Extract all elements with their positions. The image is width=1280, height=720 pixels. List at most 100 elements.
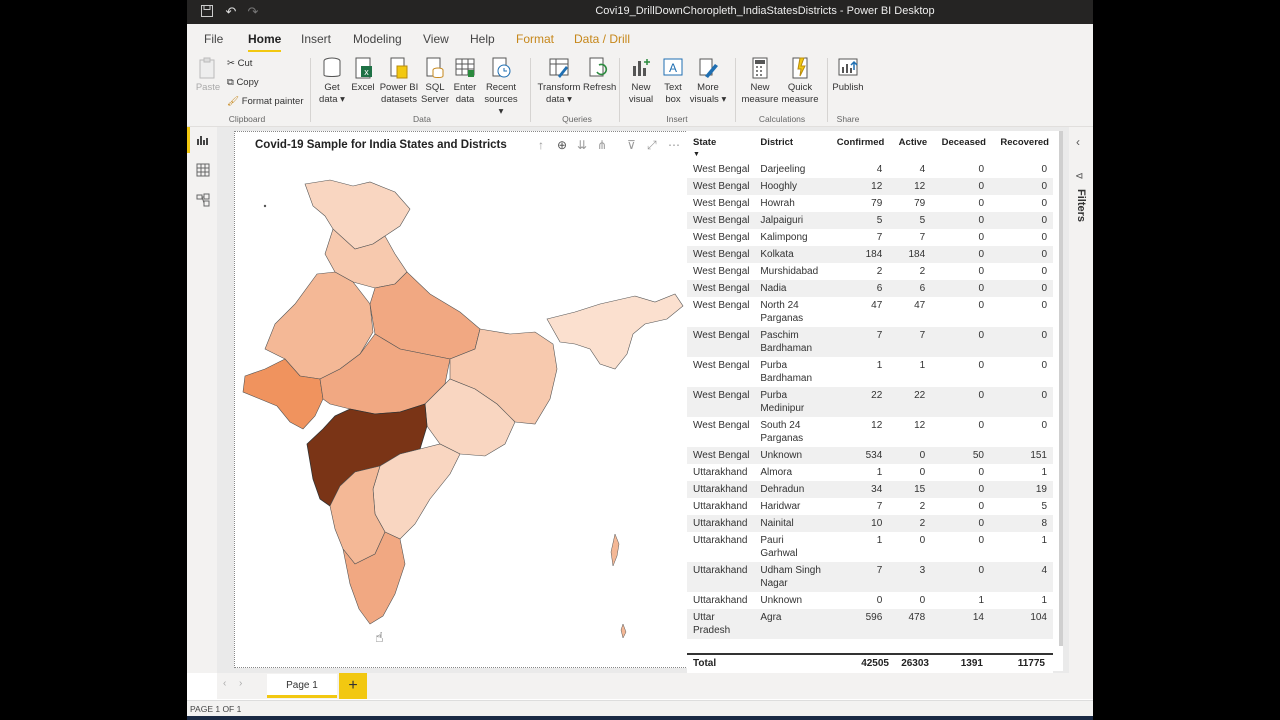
add-page-button[interactable]: +: [339, 673, 367, 699]
cell-confirmed: 6: [826, 280, 889, 297]
column-header-deceased[interactable]: Deceased: [941, 137, 986, 148]
table-row[interactable]: West Bengal Hooghly 12 12 0 0: [687, 178, 1053, 195]
region-south[interactable]: [342, 531, 406, 625]
cell-district: Purba Bardhaman: [760, 360, 813, 384]
cell-recovered: 1: [1041, 535, 1047, 546]
table-row[interactable]: West Bengal Purba Medinipur 22 22 0 0: [687, 387, 1053, 417]
table-row[interactable]: West Bengal Howrah 79 79 0 0: [687, 195, 1053, 212]
quick-measure-button[interactable]: Quick measure: [781, 56, 819, 106]
recent-sources-button[interactable]: Recent sources ▾: [481, 56, 521, 118]
column-header-state[interactable]: State ▼: [693, 137, 717, 158]
column-header-active[interactable]: Active: [898, 137, 928, 148]
table-row[interactable]: West Bengal Murshidabad 2 2 0 0: [687, 263, 1053, 280]
table-row[interactable]: Uttarakhand Unknown 0 0 1 1: [687, 592, 1053, 609]
column-header-recovered[interactable]: Recovered: [1000, 137, 1049, 148]
tab-data-drill[interactable]: Data / Drill: [574, 32, 631, 46]
page-tab-1[interactable]: Page 1: [267, 674, 337, 698]
expand-hierarchy-icon[interactable]: ⋔: [597, 138, 608, 152]
table-row[interactable]: Uttarakhand Nainital 10 2 0 8: [687, 515, 1053, 532]
cell-active: 7: [919, 232, 926, 243]
tab-help[interactable]: Help: [470, 32, 495, 46]
region-andaman-islands[interactable]: [610, 533, 620, 567]
more-options-icon[interactable]: ⋯: [668, 138, 680, 152]
next-page-icon[interactable]: ›: [239, 678, 243, 689]
region-east[interactable]: [449, 328, 558, 425]
cell-confirmed: 596: [826, 609, 889, 639]
svg-text:A: A: [669, 61, 677, 75]
cell-confirmed: 5: [826, 212, 889, 229]
table-row[interactable]: Uttar Pradesh Agra 596 478 14 104: [687, 609, 1053, 639]
region-north[interactable]: [304, 179, 411, 250]
tab-modeling[interactable]: Modeling: [353, 32, 402, 46]
table-row[interactable]: West Bengal Darjeeling 4 4 0 0: [687, 161, 1053, 178]
tab-file[interactable]: File: [204, 32, 224, 46]
publish-button[interactable]: Publish: [831, 56, 865, 94]
table-scrollbar[interactable]: [1059, 131, 1063, 646]
region-east-central[interactable]: [424, 378, 516, 457]
save-icon[interactable]: [199, 4, 215, 20]
table-row[interactable]: Uttarakhand Almora 1 0 0 1: [687, 464, 1053, 481]
filters-label[interactable]: Filters: [1075, 189, 1087, 223]
cut-button[interactable]: ✂ Cut: [227, 58, 253, 69]
new-measure-button[interactable]: New measure: [741, 56, 779, 106]
region-gujarat[interactable]: [242, 358, 324, 430]
format-painter-button[interactable]: 🖌 Format painter: [227, 96, 304, 107]
tab-home[interactable]: Home: [248, 32, 282, 53]
powerbi-datasets-button[interactable]: Power BI datasets: [379, 56, 419, 106]
more-visuals-button[interactable]: More visuals ▾: [689, 56, 727, 106]
region-karnataka[interactable]: [329, 465, 386, 565]
table-row[interactable]: West Bengal South 24 Parganas 12 12 0 0: [687, 417, 1053, 447]
powerbi-window: ↶ ↷ Covi19_DrillDownChoropleth_IndiaStat…: [187, 0, 1093, 716]
table-row[interactable]: West Bengal North 24 Parganas 47 47 0 0: [687, 297, 1053, 327]
table-row[interactable]: Uttarakhand Dehradun 34 15 0 19: [687, 481, 1053, 498]
column-header-district[interactable]: District: [760, 137, 794, 148]
excel-button[interactable]: x Excel: [350, 56, 376, 94]
filter-icon[interactable]: ⊽: [627, 138, 636, 152]
undo-icon[interactable]: ↶: [225, 4, 237, 19]
table-row[interactable]: West Bengal Unknown 534 0 50 151: [687, 447, 1053, 464]
cell-recovered: 0: [1041, 164, 1047, 175]
table-visual[interactable]: State ▼ District Confirmed Active Decease…: [687, 131, 1063, 673]
copy-button[interactable]: ⧉ Copy: [227, 77, 259, 88]
transform-data-button[interactable]: Transform data ▾: [537, 56, 581, 106]
filters-pane-collapsed[interactable]: ‹ ⊲ Filters: [1069, 127, 1093, 673]
paste-button[interactable]: Paste: [195, 56, 221, 94]
cell-confirmed: 79: [871, 198, 883, 209]
column-header-confirmed[interactable]: Confirmed: [836, 137, 885, 148]
table-row[interactable]: Uttarakhand Haridwar 7 2 0 5: [687, 498, 1053, 515]
choropleth-map-visual[interactable]: Covid-19 Sample for India States and Dis…: [234, 131, 688, 668]
region-north-east[interactable]: [546, 293, 684, 370]
tab-view[interactable]: View: [423, 32, 449, 46]
table-row[interactable]: West Bengal Kolkata 184 184 0 0: [687, 246, 1053, 263]
cell-active: 2: [919, 501, 926, 512]
cell-deceased: 0: [978, 266, 984, 277]
table-row[interactable]: Uttarakhand Udham Singh Nagar 7 3 0 4: [687, 562, 1053, 592]
drill-down-toggle-icon[interactable]: ⊕: [557, 138, 568, 152]
sql-server-button[interactable]: SQL Server: [421, 56, 449, 106]
table-row[interactable]: Uttarakhand Pauri Garhwal 1 0 0 1: [687, 532, 1053, 562]
redo-icon[interactable]: ↷: [247, 4, 259, 19]
data-view-icon[interactable]: [196, 163, 210, 177]
table-row[interactable]: West Bengal Paschim Bardhaman 7 7 0 0: [687, 327, 1053, 357]
table-row[interactable]: West Bengal Nadia 6 6 0 0: [687, 280, 1053, 297]
refresh-button[interactable]: Refresh: [583, 56, 616, 94]
new-visual-button[interactable]: New visual: [627, 56, 655, 106]
focus-mode-icon[interactable]: ⤢: [647, 138, 657, 152]
cell-active: 22: [888, 387, 932, 417]
tab-insert[interactable]: Insert: [301, 32, 332, 46]
cell-state: West Bengal: [693, 360, 750, 371]
region-nicobar-islands[interactable]: [620, 623, 627, 639]
table-row[interactable]: West Bengal Kalimpong 7 7 0 0: [687, 229, 1053, 246]
drill-up-icon[interactable]: ↑: [538, 138, 544, 152]
tab-format[interactable]: Format: [516, 32, 555, 46]
report-view-icon[interactable]: [196, 133, 210, 147]
go-next-level-icon[interactable]: ⇊: [577, 138, 588, 152]
enter-data-button[interactable]: Enter data: [452, 56, 478, 106]
model-view-icon[interactable]: [196, 193, 210, 207]
text-box-button[interactable]: A Text box: [659, 56, 687, 106]
get-data-button[interactable]: Get data ▾: [317, 56, 347, 106]
prev-page-icon[interactable]: ‹: [223, 678, 227, 689]
chevron-left-icon[interactable]: ‹: [1076, 135, 1080, 149]
table-row[interactable]: West Bengal Jalpaiguri 5 5 0 0: [687, 212, 1053, 229]
table-row[interactable]: West Bengal Purba Bardhaman 1 1 0 0: [687, 357, 1053, 387]
